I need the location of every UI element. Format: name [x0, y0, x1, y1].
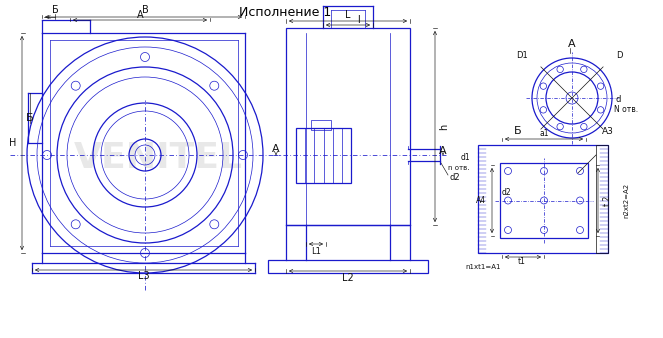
Text: Б: Б — [52, 5, 58, 15]
Text: n отв.: n отв. — [448, 165, 470, 171]
Text: D: D — [616, 51, 623, 61]
Text: n1xt1=A1: n1xt1=A1 — [465, 264, 501, 270]
Text: A4: A4 — [476, 196, 486, 205]
Text: N отв.: N отв. — [614, 105, 638, 115]
Text: L1: L1 — [311, 246, 321, 256]
Text: a1: a1 — [539, 129, 549, 139]
Text: d1: d1 — [460, 153, 470, 163]
Text: A: A — [137, 10, 143, 20]
Bar — [478, 145, 608, 253]
Bar — [500, 163, 588, 238]
Text: B: B — [142, 5, 149, 15]
Text: L3: L3 — [138, 271, 150, 281]
Text: t1: t1 — [518, 258, 526, 266]
Text: H: H — [9, 138, 17, 148]
Text: A: A — [439, 146, 447, 156]
Text: VENITEL: VENITEL — [74, 141, 243, 175]
Text: A3: A3 — [602, 126, 614, 136]
Text: Исполнение 1: Исполнение 1 — [239, 5, 331, 19]
Text: n2xt2=A2: n2xt2=A2 — [623, 183, 629, 218]
Text: D1: D1 — [516, 51, 528, 61]
Text: A: A — [272, 144, 280, 154]
Bar — [311, 120, 331, 130]
Text: h: h — [439, 124, 449, 130]
Text: d2: d2 — [501, 188, 511, 197]
Bar — [268, 260, 428, 273]
Bar — [296, 128, 351, 183]
Text: Б: Б — [26, 113, 34, 123]
Text: t 2: t 2 — [603, 195, 613, 206]
Text: d: d — [616, 96, 621, 104]
Text: d2: d2 — [450, 172, 461, 182]
Bar — [286, 28, 410, 225]
Bar — [596, 145, 608, 253]
Text: L: L — [345, 10, 351, 20]
Text: L2: L2 — [342, 273, 354, 283]
Text: А: А — [568, 39, 575, 49]
Text: l: l — [357, 15, 359, 25]
Text: Б: Б — [514, 126, 522, 136]
